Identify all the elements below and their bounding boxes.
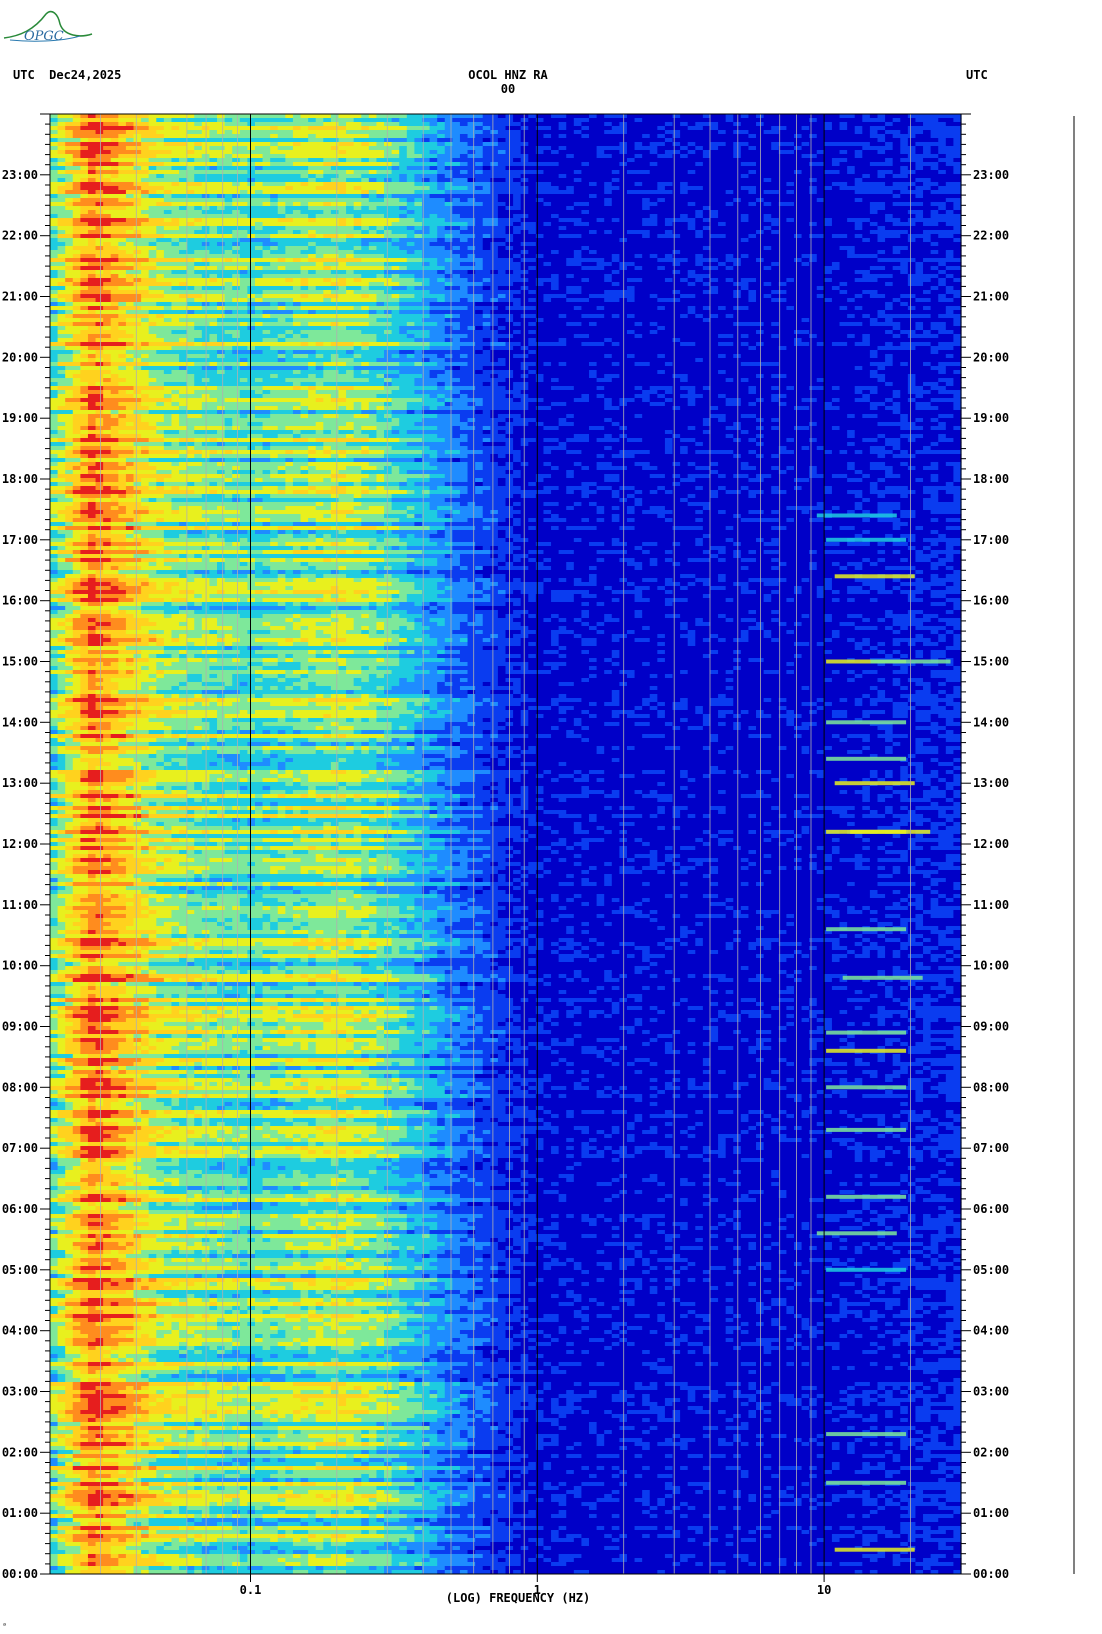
y-tick-label-right: 19:00: [973, 411, 1009, 425]
y-tick-label-left: 09:00: [2, 1020, 38, 1034]
event-streak-21: [816, 513, 897, 518]
x-tick-label-1: 1: [534, 1583, 541, 1597]
y-tick-label-left: 12:00: [2, 837, 38, 851]
y-tick-label-right: 16:00: [973, 594, 1009, 608]
y-tick-label-left: 00:00: [2, 1567, 38, 1581]
y-tick-label-left: 05:00: [2, 1263, 38, 1277]
event-streak-15: [826, 756, 907, 761]
event-streak-2: [826, 1432, 907, 1437]
y-tick-label-left: 04:00: [2, 1324, 38, 1338]
event-streak-20: [826, 537, 907, 542]
y-tick-label-left: 19:00: [2, 411, 38, 425]
y-tick-label-right: 05:00: [973, 1263, 1009, 1277]
event-streak-1: [826, 1480, 907, 1485]
event-streak-0: [834, 1547, 915, 1552]
y-tick-label-right: 11:00: [973, 898, 1009, 912]
y-tick-label-left: 02:00: [2, 1445, 38, 1459]
y-tick-label-right: 07:00: [973, 1141, 1009, 1155]
event-streak-19: [834, 574, 915, 579]
x-axis: 0.1 1 10: [240, 1574, 831, 1597]
y-tick-label-left: 13:00: [2, 776, 38, 790]
y-tick-label-right: 13:00: [973, 776, 1009, 790]
event-streak-10: [842, 975, 923, 980]
y-tick-label-left: 06:00: [2, 1202, 38, 1216]
y-tick-label-left: 01:00: [2, 1506, 38, 1520]
y-tick-label-right: 12:00: [973, 837, 1009, 851]
corner-mark: ᵃ: [2, 1621, 7, 1630]
y-tick-label-right: 10:00: [973, 959, 1009, 973]
y-tick-label-right: 17:00: [973, 533, 1009, 547]
y-tick-label-right: 08:00: [973, 1080, 1009, 1094]
event-streak-9: [826, 1030, 907, 1035]
y-tick-label-right: 09:00: [973, 1020, 1009, 1034]
y-tick-label-left: 14:00: [2, 715, 38, 729]
y-tick-label-left: 16:00: [2, 594, 38, 608]
y-tick-label-left: 18:00: [2, 472, 38, 486]
event-streak-7: [826, 1085, 907, 1090]
event-streak-11: [826, 927, 907, 932]
y-axis-right: 00:00 01:00 02:00 03:00 04:00 05:00 06:00 07:00…: [961, 113, 1009, 1581]
y-tick-label-left: 03:00: [2, 1385, 38, 1399]
chart-title: OCOL HNZ RA 00: [458, 68, 558, 96]
y-tick-label-right: 01:00: [973, 1506, 1009, 1520]
svg-text:OPGC: OPGC: [24, 29, 64, 44]
y-tick-label-right: 22:00: [973, 229, 1009, 243]
event-streak-16: [826, 720, 907, 725]
event-streak-13: [850, 829, 931, 834]
event-streak-8: [826, 1048, 907, 1053]
y-tick-label-left: 07:00: [2, 1141, 38, 1155]
y-tick-label-right: 20:00: [973, 350, 1009, 364]
y-tick-label-right: 14:00: [973, 715, 1009, 729]
event-streak-3: [826, 1267, 907, 1272]
y-tick-label-left: 20:00: [2, 350, 38, 364]
y-tick-label-left: 11:00: [2, 898, 38, 912]
y-tick-label-right: 06:00: [973, 1202, 1009, 1216]
event-streak-4: [816, 1231, 897, 1236]
y-tick-label-right: 15:00: [973, 655, 1009, 669]
event-streak-14: [834, 781, 915, 786]
y-tick-label-right: 23:00: [973, 168, 1009, 182]
spectrogram-heatmap: [50, 114, 962, 1575]
event-streak-6: [826, 1127, 907, 1132]
event-streak-5: [826, 1194, 907, 1199]
y-tick-label-left: 08:00: [2, 1080, 38, 1094]
y-tick-label-right: 02:00: [973, 1445, 1009, 1459]
y-tick-label-right: 00:00: [973, 1567, 1009, 1581]
x-axis-title: (LOG) FREQUENCY (HZ): [446, 1591, 591, 1605]
x-tick-label-2: 10: [817, 1583, 831, 1597]
event-layer: [816, 513, 951, 1552]
y-tick-label-left: 17:00: [2, 533, 38, 547]
y-tick-label-left: 21:00: [2, 290, 38, 304]
y-tick-label-right: 04:00: [973, 1324, 1009, 1338]
y-tick-label-right: 18:00: [973, 472, 1009, 486]
event-streak-17: [826, 659, 907, 664]
y-axis-left: 00:00 01:00 02:00 03:00 04:00 05:00 06:00 07:00…: [2, 113, 50, 1581]
y-tick-label-right: 21:00: [973, 290, 1009, 304]
frequency-gridlines: [100, 114, 911, 1574]
y-tick-label-left: 15:00: [2, 655, 38, 669]
opgc-logo: OPGC: [3, 10, 93, 44]
y-tick-label-left: 22:00: [2, 229, 38, 243]
y-tick-label-left: 23:00: [2, 168, 38, 182]
y-tick-label-left: 10:00: [2, 959, 38, 973]
x-tick-label-0: 0.1: [240, 1583, 262, 1597]
header-left-label: UTC Dec24,2025: [13, 68, 121, 82]
header-right-label: UTC: [966, 68, 988, 82]
y-tick-label-right: 03:00: [973, 1385, 1009, 1399]
